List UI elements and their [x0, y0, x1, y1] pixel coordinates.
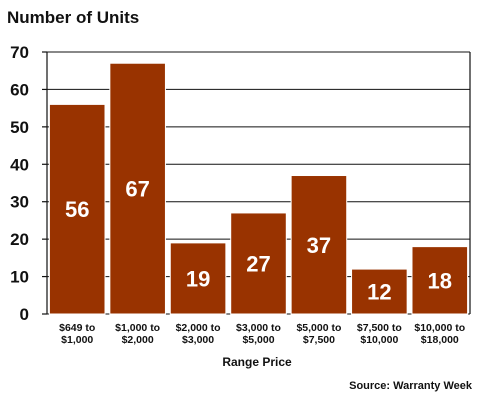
data-label-6: 18 — [428, 268, 452, 293]
x-axis-label: Range Price — [222, 355, 292, 369]
x-tick-label-2: $2,000 to $3,000 — [176, 322, 221, 346]
x-tick-label-4: $5,000 to $7,500 — [296, 322, 341, 346]
bar-6 — [411, 246, 469, 315]
bar-5 — [351, 268, 408, 315]
y-tick-label: 30 — [10, 193, 29, 212]
y-tick-label: 40 — [10, 155, 29, 174]
y-axis-ticks: 0 10 20 30 40 50 60 70 — [10, 43, 47, 324]
bar-1 — [109, 62, 166, 315]
x-tick-label-0: $649 to $1,000 — [59, 322, 95, 346]
bar-0 — [48, 103, 106, 315]
source-note: Source: Warranty Week — [349, 380, 473, 392]
x-axis-ticks: $649 to $1,000 $1,000 to $2,000 $2,000 to $3,… — [59, 322, 465, 346]
x-tick-label-3: $3,000 to $5,000 — [236, 322, 281, 346]
y-tick-label: 70 — [10, 43, 29, 62]
x-tick-label-1: $1,000 to $2,000 — [115, 322, 160, 346]
data-label-4: 37 — [307, 233, 331, 258]
bars: 56 67 19 27 37 12 18 — [48, 62, 469, 315]
bar-3 — [230, 212, 287, 315]
chart-title: Number of Units — [7, 8, 139, 27]
x-tick-label-6: $10,000 to $18,000 — [414, 322, 465, 346]
y-tick-label: 20 — [10, 230, 29, 249]
x-tick-label-5: $7,500 to $10,000 — [357, 322, 402, 346]
data-label-2: 19 — [186, 266, 210, 291]
y-tick-label: 10 — [10, 268, 29, 287]
y-tick-label: 0 — [20, 305, 29, 324]
y-tick-label: 50 — [10, 118, 29, 137]
y-tick-label: 60 — [10, 80, 29, 99]
data-label-0: 56 — [65, 197, 89, 222]
data-label-1: 67 — [125, 177, 149, 202]
bar-4 — [290, 175, 348, 315]
data-label-5: 12 — [367, 280, 391, 305]
bar-2 — [169, 242, 227, 315]
data-label-3: 27 — [246, 251, 270, 276]
